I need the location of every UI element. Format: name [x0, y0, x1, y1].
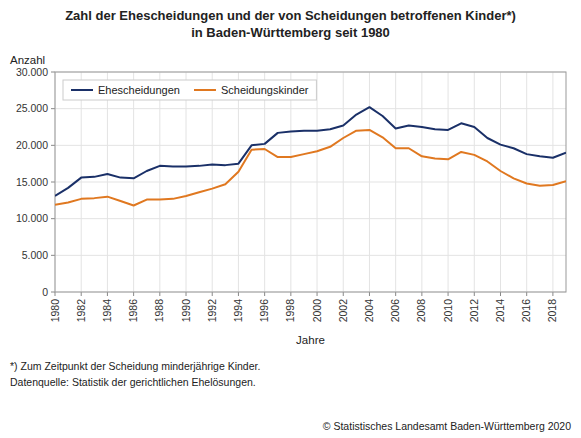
tick-x [317, 292, 318, 296]
grid-line-x [81, 72, 82, 292]
footnote: Datenquelle: Statistik der gerichtlichen… [10, 376, 256, 388]
tick-label-x: 2008 [415, 299, 427, 323]
tick-x [133, 292, 134, 296]
tick-x [526, 292, 527, 296]
subtitle: in Baden-Württemberg seit 1980 [191, 25, 390, 40]
legend-swatch [194, 89, 216, 91]
tick-label-x: 2004 [363, 299, 375, 323]
tick-y [51, 292, 55, 293]
tick-x [264, 292, 265, 296]
grid-line-x [448, 72, 449, 292]
grid-line-x [421, 72, 422, 292]
chart: Zahl der Ehescheidungen und der von Sche… [0, 0, 581, 438]
copyright: © Statistisches Landesamt Baden-Württemb… [323, 420, 571, 432]
grid-line-x [133, 72, 134, 292]
footnote: *) Zum Zeitpunkt der Scheidung minderjäh… [10, 360, 260, 372]
tick-x [474, 292, 475, 296]
tick-x [81, 292, 82, 296]
grid-line-x [369, 72, 370, 292]
tick-y [51, 218, 55, 219]
tick-label-x: 2016 [520, 299, 532, 323]
tick-label-y: 10.000 [16, 212, 48, 224]
tick-label-x: 2010 [442, 299, 454, 323]
axes: 0 5.000 10.000 15.000 20.000 25.000 30.000 1980… [16, 66, 559, 323]
grid-line-x [212, 72, 213, 292]
tick-label-x: 2006 [389, 299, 401, 323]
grid-line-x [395, 72, 396, 292]
tick-y [51, 145, 55, 146]
tick-label-y: 0 [42, 286, 48, 298]
tick-label-x: 2018 [546, 299, 558, 323]
tick-label-x: 1986 [127, 299, 139, 323]
tick-y [51, 255, 55, 256]
tick-label-x: 2002 [337, 299, 349, 323]
grid-line-x [107, 72, 108, 292]
grid-line-x [159, 72, 160, 292]
series-line [55, 107, 566, 196]
plot-area [55, 72, 566, 292]
tick-x [186, 292, 187, 296]
legend-label: Scheidungskinder [221, 84, 309, 96]
grid-line-y [55, 108, 566, 109]
grid-line-y [55, 145, 566, 146]
grid [55, 72, 566, 292]
grid-line-x [264, 72, 265, 292]
tick-label-y: 30.000 [16, 66, 48, 78]
tick-y [51, 182, 55, 183]
y-axis-label: Anzahl [10, 54, 45, 66]
grid-line-x [552, 72, 553, 292]
grid-line-x [290, 72, 291, 292]
legend: Ehescheidungen Scheidungskinder [63, 80, 316, 100]
plot-frame [55, 72, 566, 292]
grid-line-x [500, 72, 501, 292]
series-lines [55, 107, 566, 205]
tick-label-x: 2012 [468, 299, 480, 323]
legend-swatch [71, 89, 93, 91]
tick-x [159, 292, 160, 296]
tick-label-x: 1992 [206, 299, 218, 323]
legend-label: Ehescheidungen [98, 84, 180, 96]
tick-x [238, 292, 239, 296]
grid-line-y [55, 218, 566, 219]
tick-label-x: 1982 [75, 299, 87, 323]
grid-line-x [343, 72, 344, 292]
tick-label-y: 15.000 [16, 176, 48, 188]
tick-label-x: 1990 [180, 299, 192, 323]
tick-y [51, 72, 55, 73]
tick-x [448, 292, 449, 296]
tick-x [395, 292, 396, 296]
tick-label-y: 5.000 [22, 249, 48, 261]
legend-box [63, 80, 316, 100]
tick-x [55, 292, 56, 296]
tick-x [343, 292, 344, 296]
tick-label-y: 25.000 [16, 102, 48, 114]
grid-line-y [55, 182, 566, 183]
series-line [55, 130, 566, 206]
tick-label-x: 2014 [494, 299, 506, 323]
grid-line-y [55, 255, 566, 256]
grid-line-x [474, 72, 475, 292]
title: Zahl der Ehescheidungen und der von Sche… [65, 8, 516, 23]
tick-label-x: 1998 [284, 299, 296, 323]
tick-x [500, 292, 501, 296]
grid-line-x [186, 72, 187, 292]
tick-label-x: 1984 [101, 299, 113, 323]
tick-x [421, 292, 422, 296]
tick-x [212, 292, 213, 296]
x-axis-label: Jahre [296, 334, 325, 346]
tick-x [369, 292, 370, 296]
grid-line-x [317, 72, 318, 292]
tick-y [51, 108, 55, 109]
tick-label-x: 1994 [232, 299, 244, 323]
grid-line-x [526, 72, 527, 292]
grid-line-x [238, 72, 239, 292]
tick-x [552, 292, 553, 296]
tick-label-x: 1988 [153, 299, 165, 323]
tick-label-x: 1980 [49, 299, 61, 323]
tick-label-x: 2000 [311, 299, 323, 323]
tick-label-x: 1996 [258, 299, 270, 323]
tick-x [290, 292, 291, 296]
tick-label-y: 20.000 [16, 139, 48, 151]
tick-x [107, 292, 108, 296]
